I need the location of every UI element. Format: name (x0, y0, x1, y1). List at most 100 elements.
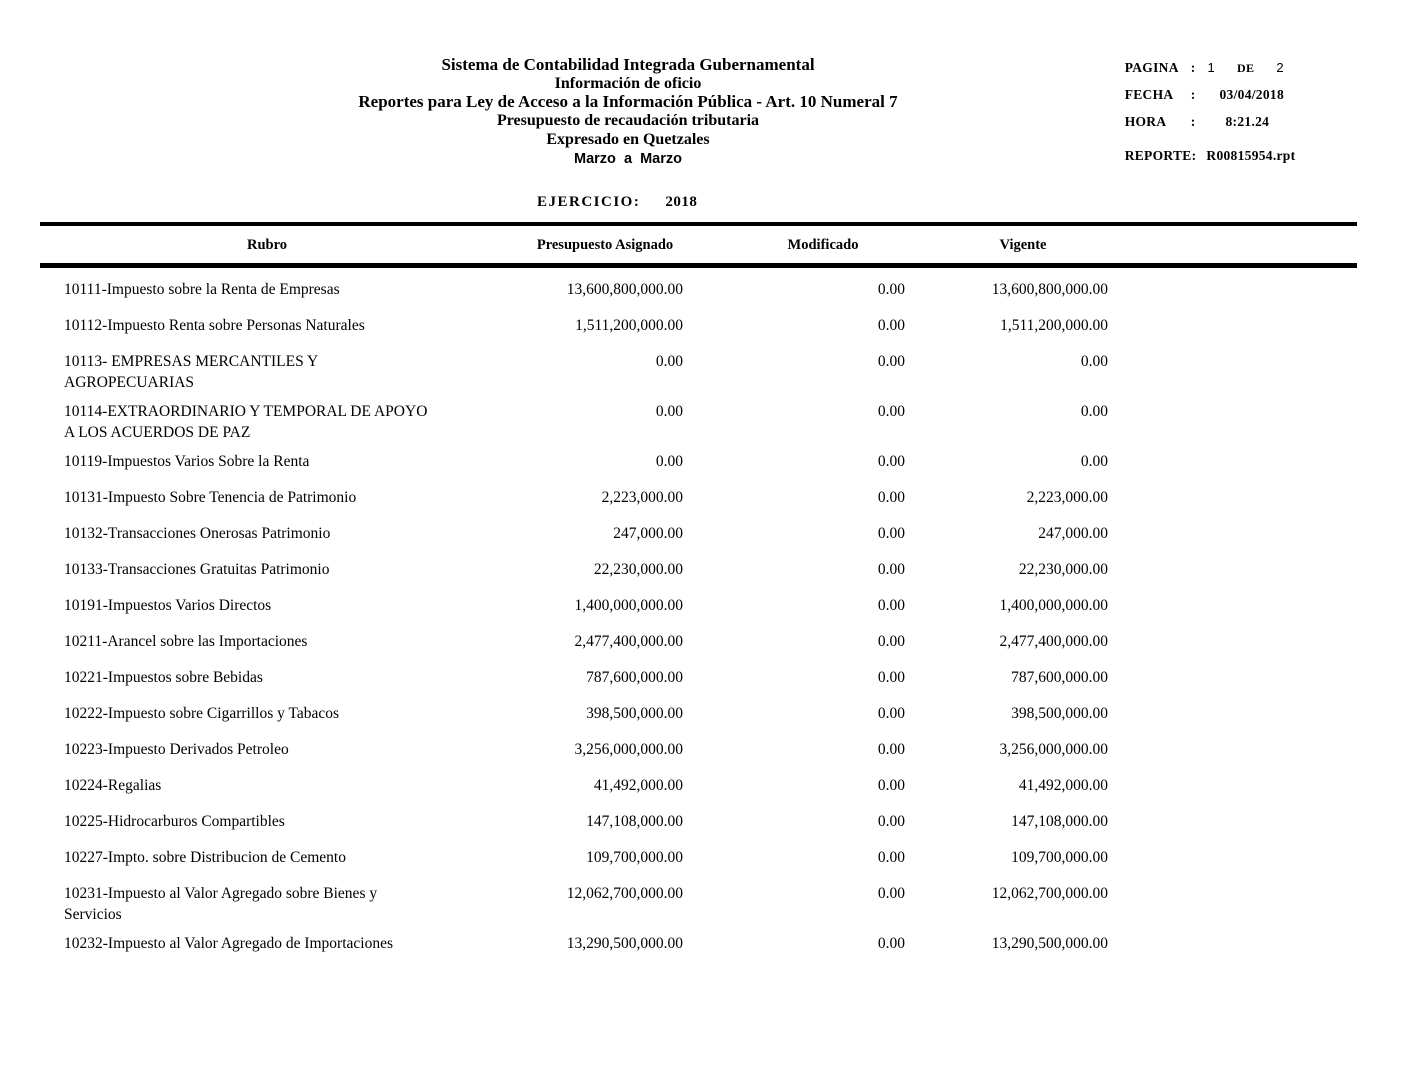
table-row: 10232-Impuesto al Valor Agregado de Impo… (40, 933, 1357, 954)
rubro-cell: 10113- EMPRESAS MERCANTILES Y AGROPECUAR… (64, 353, 319, 391)
presupuesto-asignado-cell: 0.00 (655, 353, 683, 370)
vigente-cell: 3,256,000,000.00 (999, 741, 1109, 758)
modificado-cell: 0.00 (877, 353, 905, 370)
modificado-cell: 0.00 (877, 741, 905, 758)
table-row: 10119-Impuestos Varios Sobre la Renta 0.0… (40, 451, 1357, 472)
ejercicio-value: 2018 (665, 194, 698, 210)
table-row: 10111-Impuesto sobre la Renta de Empresa… (40, 279, 1357, 300)
vigente-cell: 0.00 (1080, 403, 1108, 420)
presupuesto-asignado-cell: 2,477,400,000.00 (574, 633, 684, 650)
modificado-cell: 0.00 (877, 885, 905, 902)
report-title-block: Sistema de Contabilidad Integrada Gubern… (0, 55, 1256, 168)
modificado-cell: 0.00 (877, 453, 905, 470)
presupuesto-asignado-cell: 22,230,000.00 (593, 561, 683, 578)
presupuesto-asignado-cell: 787,600,000.00 (586, 669, 683, 686)
modificado-cell: 0.00 (877, 525, 905, 542)
vigente-cell: 12,062,700,000.00 (991, 885, 1108, 902)
vigente-cell: 41,492,000.00 (1018, 777, 1108, 794)
pagina-colon: : (1190, 60, 1196, 75)
rubro-cell: 10112-Impuesto Renta sobre Personas Natu… (64, 317, 365, 334)
ejercicio-row: EJERCICIO: 2018 (537, 194, 697, 211)
presupuesto-asignado-cell: 0.00 (655, 453, 683, 470)
presupuesto-asignado-cell: 3,256,000,000.00 (574, 741, 684, 758)
modificado-cell: 0.00 (877, 669, 905, 686)
presupuesto-asignado-cell: 1,511,200,000.00 (575, 317, 683, 334)
rubro-cell: 10231-Impuesto al Valor Agregado sobre B… (64, 885, 378, 923)
presupuesto-asignado-cell: 12,062,700,000.00 (566, 885, 683, 902)
vigente-cell: 109,700,000.00 (1011, 849, 1108, 866)
rubro-cell: 10224-Regalias (64, 777, 162, 794)
rubro-cell: 10232-Impuesto al Valor Agregado de Impo… (64, 935, 394, 952)
rubro-cell: 10221-Impuestos sobre Bebidas (64, 669, 263, 686)
table-row: 10114-EXTRAORDINARIO Y TEMPORAL DE APOYO… (40, 401, 1357, 443)
table-row: 10131-Impuesto Sobre Tenencia de Patrimo… (40, 487, 1357, 508)
modificado-cell: 0.00 (877, 777, 905, 794)
vigente-cell: 2,223,000.00 (1026, 489, 1108, 506)
vigente-cell: 398,500,000.00 (1011, 705, 1108, 722)
page-number-row: PAGINA:1 DE 2 (1110, 44, 1284, 92)
table-row: 10132-Transacciones Onerosas Patrimonio 2… (40, 523, 1357, 544)
presupuesto-asignado-cell: 147,108,000.00 (586, 813, 683, 830)
rubro-cell: 10222-Impuesto sobre Cigarrillos y Tabac… (64, 705, 339, 722)
table-top-rule (40, 222, 1357, 226)
date-row: FECHA: 03/04/2018 (1110, 71, 1284, 119)
table-row: 10222-Impuesto sobre Cigarrillos y Tabac… (40, 703, 1357, 724)
table-row: 10133-Transacciones Gratuitas Patrimonio… (40, 559, 1357, 580)
report-title: Sistema de Contabilidad Integrada Gubern… (441, 55, 815, 74)
modificado-cell: 0.00 (877, 935, 905, 952)
table-row: 10227-Impto. sobre Distribucion de Cemen… (40, 847, 1357, 868)
rubro-cell: 10211-Arancel sobre las Importaciones (64, 633, 308, 650)
rubro-cell: 10131-Impuesto Sobre Tenencia de Patrimo… (64, 489, 357, 506)
column-header-vigente: Vigente (999, 237, 1047, 253)
modificado-cell: 0.00 (877, 849, 905, 866)
time-row: HORA: 8:21.24 (1110, 98, 1269, 146)
presupuesto-asignado-cell: 247,000.00 (613, 525, 683, 542)
rubro-cell: 10111-Impuesto sobre la Renta de Empresa… (64, 281, 340, 298)
modificado-cell: 0.00 (877, 561, 905, 578)
presupuesto-asignado-cell: 109,700,000.00 (586, 849, 683, 866)
presupuesto-asignado-cell: 41,492,000.00 (593, 777, 683, 794)
vigente-cell: 13,600,800,000.00 (991, 281, 1108, 298)
rubro-cell: 10227-Impto. sobre Distribucion de Cemen… (64, 849, 346, 866)
fecha-label: FECHA (1124, 87, 1174, 102)
pagina-label: PAGINA (1124, 60, 1179, 75)
modificado-cell: 0.00 (877, 489, 905, 506)
report-id-row: REPORTE: R00815954.rpt (1110, 132, 1295, 180)
rubro-cell: 10223-Impuesto Derivados Petroleo (64, 741, 289, 758)
vigente-cell: 1,511,200,000.00 (1000, 317, 1108, 334)
vigente-cell: 247,000.00 (1038, 525, 1108, 542)
vigente-cell: 13,290,500,000.00 (991, 935, 1108, 952)
table-body: 10111-Impuesto sobre la Renta de Empresa… (40, 279, 1357, 969)
rubro-cell: 10114-EXTRAORDINARIO Y TEMPORAL DE APOYO… (64, 403, 428, 441)
table-row: 10112-Impuesto Renta sobre Personas Natu… (40, 315, 1357, 336)
report-subtitle-3: Presupuesto de recaudación tributaria (496, 112, 760, 130)
column-header-rubro: Rubro (246, 237, 288, 253)
hora-label: HORA (1124, 114, 1167, 129)
modificado-cell: 0.00 (877, 403, 905, 420)
table-row: 10211-Arancel sobre las Importaciones 2,4… (40, 631, 1357, 652)
vigente-cell: 22,230,000.00 (1018, 561, 1108, 578)
fecha-colon: : (1190, 87, 1196, 102)
modificado-cell: 0.00 (877, 597, 905, 614)
column-header-presupuesto-asignado: Presupuesto Asignado (536, 237, 674, 253)
vigente-cell: 0.00 (1080, 453, 1108, 470)
hora-value: 8:21.24 (1225, 114, 1270, 129)
modificado-cell: 0.00 (877, 705, 905, 722)
table-row: 10231-Impuesto al Valor Agregado sobre B… (40, 883, 1357, 925)
rubro-cell: 10191-Impuestos Varios Directos (64, 597, 272, 614)
rubro-cell: 10225-Hidrocarburos Compartibles (64, 813, 285, 830)
report-subtitle-4: Expresado en Quetzales (546, 130, 710, 148)
reporte-value: R00815954.rpt (1206, 148, 1296, 163)
table-row: 10223-Impuesto Derivados Petroleo 3,256,0… (40, 739, 1357, 760)
presupuesto-asignado-cell: 2,223,000.00 (601, 489, 683, 506)
total-pages-value: 2 (1276, 60, 1284, 75)
pagina-value: 1 (1207, 60, 1216, 75)
table-row: 10113- EMPRESAS MERCANTILES Y AGROPECUAR… (40, 351, 1357, 393)
reporte-label: REPORTE: (1124, 148, 1197, 163)
modificado-cell: 0.00 (877, 813, 905, 830)
table-row: 10221-Impuestos sobre Bebidas 787,600,000… (40, 667, 1357, 688)
rubro-cell: 10132-Transacciones Onerosas Patrimonio (64, 525, 331, 542)
report-subtitle-2: Reportes para Ley de Acceso a la Informa… (358, 92, 898, 112)
vigente-cell: 2,477,400,000.00 (999, 633, 1109, 650)
